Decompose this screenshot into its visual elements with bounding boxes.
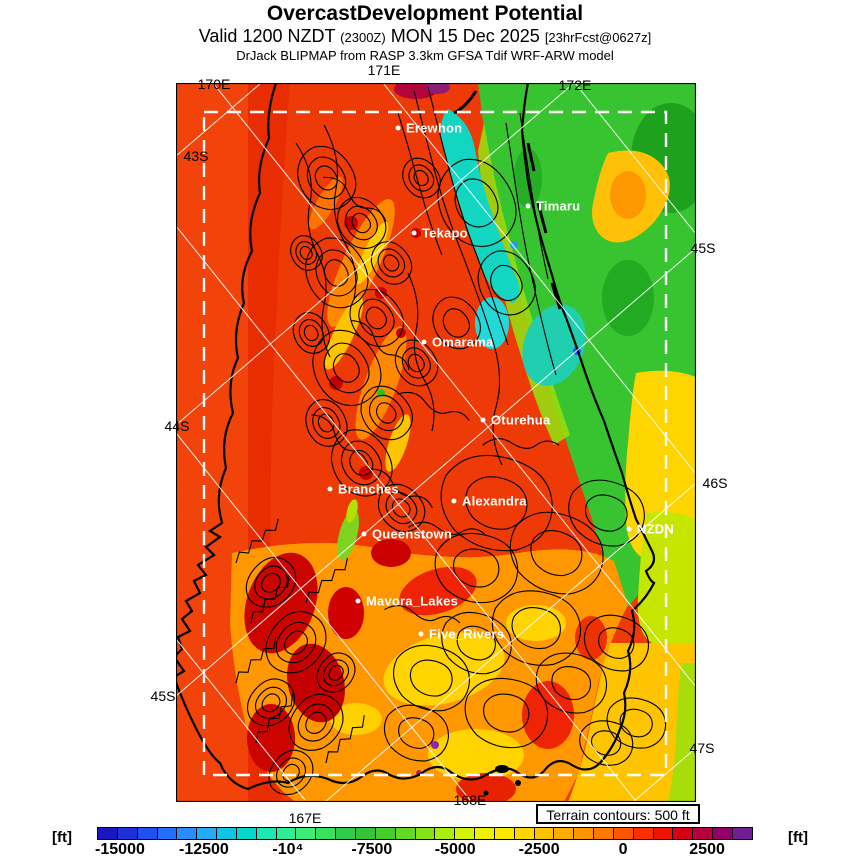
graticule-lines [176,83,696,802]
colorbar-segment [554,828,575,839]
domain-boundary-box [202,110,668,777]
colorbar-tick: -10⁴ [272,841,304,858]
coord-label-167e: 167E [288,810,322,826]
colorbar-segment [217,828,237,839]
colorbar-segment [633,828,654,839]
coord-label-172e: 172E [558,77,592,93]
coord-label-171e: 171E [367,62,401,78]
terrain-contour-note: Terrain contours: 500 ft [536,804,700,824]
coord-label-47s: 47S [689,740,715,756]
coord-label-170e: 170E [197,76,231,92]
colorbar-segment [673,828,694,839]
coastline [176,83,656,791]
coord-label-44s: 44S [164,418,190,434]
colorbar-segment [653,828,674,839]
model-info-line: DrJack BLIPMAP from RASP 3.3km GFSA Tdif… [236,48,614,63]
colorbar-unit-right: [ft] [788,829,808,846]
colorbar-tick: -12500 [179,841,229,858]
colorbar-segment [296,828,317,839]
colorbar-segment [375,828,396,839]
colorbar-segment [693,828,714,839]
header: OvercastDevelopment Potential Valid 1200… [0,0,850,63]
colorbar-segment [117,828,138,839]
colorbar-tick: 2500 [689,841,725,858]
colorbar-segment [475,828,495,839]
colorbar-tick: -5000 [434,841,476,858]
forecast-run-info: [23hrFcst@0627z] [544,30,652,45]
colorbar-segment [514,828,535,839]
valid-date: MON 15 Dec 2025 [390,26,540,46]
colorbar-segment [494,828,515,839]
coord-label-45s: 45S [690,240,716,256]
colorbar-segment [236,828,257,839]
colorbar-segment [336,828,356,839]
colorbar-segment [137,828,158,839]
colorbar-tick-labels: -15000 -12500 -10⁴ -7500 -5000 -2500 0 2500 [95,841,753,859]
colorbar-segment [256,828,277,839]
colorbar-segment [534,828,555,839]
colorbar-tick: -7500 [351,841,393,858]
colorbar-segment [157,828,178,839]
valid-time-line: Valid 1200 NZDT (2300Z) MON 15 Dec 2025 … [0,26,850,48]
colorbar-segment [613,828,634,839]
colorbar-segment [177,828,198,839]
colorbar-segment [316,828,337,839]
coord-label-168e: 168E [453,792,487,808]
colorbar-tick: -15000 [95,841,145,858]
colorbar-segment [455,828,476,839]
coord-label-46s: 46S [702,475,728,491]
colorbar-unit-left: [ft] [52,829,72,846]
colorbar-segment [574,828,595,839]
forecast-map[interactable]: Erewhon Timaru Tekapo Omarama Oturehua Branch… [176,83,696,802]
colorbar-segment [197,828,218,839]
terrain-contours [228,86,674,802]
colorbar-segment [713,828,733,839]
colorbar-segment [276,828,297,839]
coord-label-45s: 45S [150,688,176,704]
colorbar-segment [98,828,118,839]
colorbar-segment [395,828,416,839]
colorbar [97,827,753,840]
valid-time: Valid 1200 NZDT [198,26,336,46]
colorbar-tick: -2500 [518,841,560,858]
colorbar-tick: 0 [618,841,628,858]
map-graphic [176,83,696,802]
coord-label-43s: 43S [183,148,209,164]
colorbar-segment [435,828,456,839]
valid-time-utc: (2300Z) [340,30,386,45]
page-title: OvercastDevelopment Potential [266,2,584,25]
colorbar-segment [355,828,376,839]
colorbar-segment [415,828,436,839]
colorbar-segment [594,828,614,839]
colorbar-segment [733,828,752,839]
